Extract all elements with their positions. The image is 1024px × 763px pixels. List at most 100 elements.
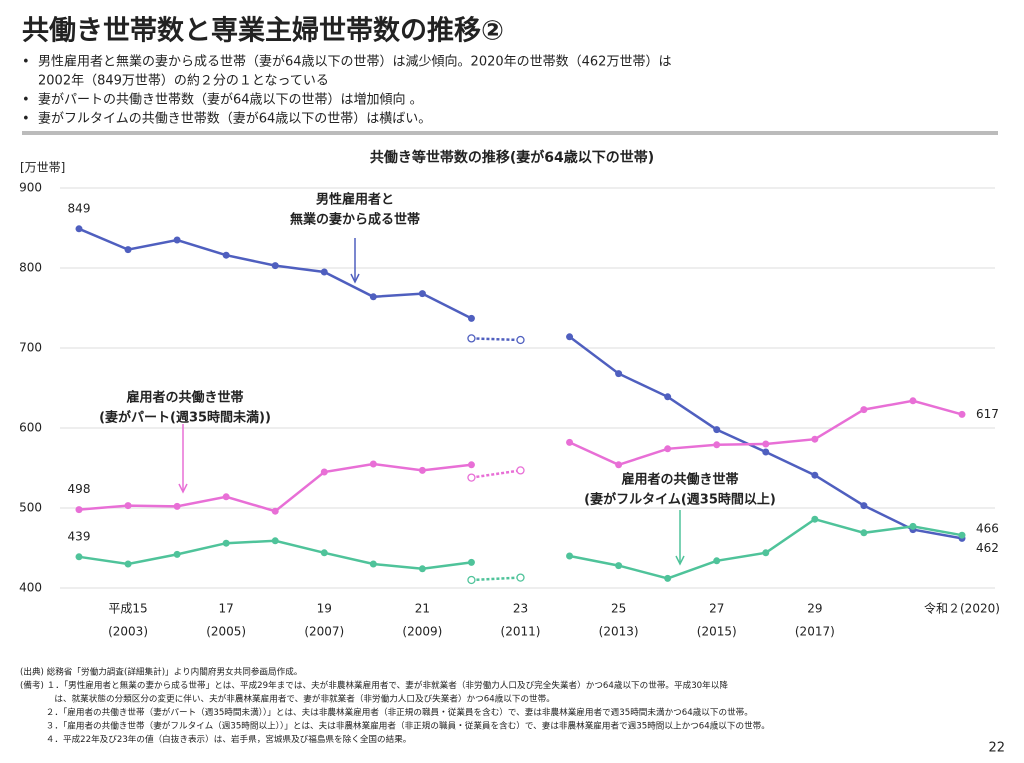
series-line — [471, 337, 521, 342]
point — [271, 262, 279, 270]
point — [566, 438, 574, 446]
series-line — [471, 469, 521, 479]
series-annotation: 男性雇用者と — [316, 192, 394, 208]
x-tick-year: (2017) — [795, 625, 835, 639]
point — [418, 290, 426, 298]
point — [369, 293, 377, 301]
y-tick-label: 500 — [19, 501, 42, 515]
note: ４．平成22年及び23年の値（白抜き表示）は、岩手県，宮城県及び福島県を除く全国… — [20, 733, 411, 745]
point — [860, 406, 868, 414]
bullet-dot: • — [22, 93, 30, 108]
series-annotation: 雇用者の共働き世帯 — [621, 472, 738, 488]
data-label: 498 — [68, 482, 91, 496]
series-annotation: 雇用者の共働き世帯 — [126, 390, 243, 406]
data-label: 849 — [68, 201, 91, 215]
x-tick-year: (2020) — [960, 602, 1000, 616]
x-tick-year: (2007) — [304, 625, 344, 639]
data-label: 466 — [976, 522, 999, 536]
point — [222, 251, 230, 259]
point — [713, 441, 721, 449]
x-tick-label: 19 — [317, 602, 332, 616]
x-tick-label: 23 — [513, 602, 528, 616]
page-number: 22 — [988, 741, 1005, 756]
point — [320, 549, 328, 557]
point — [615, 370, 623, 378]
point — [811, 435, 819, 443]
arrow-head — [350, 273, 360, 284]
point — [860, 502, 868, 510]
note: (出典) 総務省「労働力調査(詳細集計)」より内閣府男女共同参画局作成。 — [20, 666, 302, 678]
bullet-text: 妻がパートの共働き世帯数（妻が64歳以下の世帯）は増加傾向 。 — [38, 92, 423, 108]
slide-title: 共働き世帯数と専業主婦世帯数の推移② — [22, 15, 504, 47]
x-tick-label: 27 — [709, 602, 724, 616]
point — [320, 268, 328, 276]
point — [566, 333, 574, 341]
point — [75, 553, 83, 561]
point — [762, 448, 770, 456]
note: ３．「雇用者の共働き世帯（妻がフルタイム（週35時間以上））」とは、夫は非農林業… — [20, 720, 770, 732]
point — [958, 531, 966, 539]
data-label: 439 — [68, 529, 91, 543]
point — [713, 426, 721, 434]
y-tick-label: 600 — [19, 421, 42, 435]
point — [369, 560, 377, 568]
x-tick-label: 21 — [415, 602, 430, 616]
point — [664, 393, 672, 401]
bullet-dot: • — [22, 112, 30, 127]
point — [958, 410, 966, 418]
point — [173, 550, 181, 558]
point — [713, 557, 721, 565]
point — [173, 502, 181, 510]
y-tick-label: 400 — [19, 581, 42, 595]
point — [762, 549, 770, 557]
point — [369, 460, 377, 468]
series-annotation: (妻がフルタイム(週35時間以上) — [584, 492, 776, 508]
point — [467, 461, 475, 469]
x-tick-year: (2003) — [108, 625, 148, 639]
point — [75, 225, 83, 233]
y-axis-label: [万世帯] — [20, 161, 65, 175]
x-tick-label: 平成15 — [108, 602, 147, 616]
point — [418, 466, 426, 474]
y-tick-label: 700 — [19, 341, 42, 355]
data-label: 617 — [976, 407, 999, 421]
point — [467, 558, 475, 566]
point — [615, 461, 623, 469]
point — [811, 471, 819, 479]
bullet-dot: • — [22, 55, 30, 70]
x-tick-year: (2009) — [402, 625, 442, 639]
note: ２．「雇用者の共働き世帯（妻がパート（週35時間未満））」とは、夫は非農林業雇用… — [20, 706, 753, 718]
hollow-point — [516, 335, 525, 345]
point — [173, 236, 181, 244]
point — [860, 529, 868, 537]
point — [320, 468, 328, 476]
x-tick-label: 17 — [219, 602, 234, 616]
x-tick-label: 令和２ — [924, 601, 960, 616]
arrow-head — [178, 483, 188, 494]
point — [222, 539, 230, 547]
hollow-point — [516, 573, 525, 582]
hollow-point — [467, 575, 476, 585]
chart-title: 共働き等世帯数の推移(妻が64歳以下の世帯) — [370, 149, 654, 166]
arrow-head — [675, 555, 685, 566]
x-tick-year: (2015) — [697, 625, 737, 639]
series-line — [471, 576, 521, 582]
point — [271, 507, 279, 515]
point — [762, 440, 770, 448]
point — [664, 445, 672, 453]
x-tick-label: 29 — [807, 602, 822, 616]
point — [124, 560, 132, 568]
bullet-text: 妻がフルタイムの共働き世帯数（妻が64歳以下の世帯）は横ばい。 — [38, 112, 431, 127]
bullet-text: 2002年（849万世帯）の約２分の１となっている — [38, 74, 329, 89]
x-tick-year: (2011) — [501, 625, 541, 639]
point — [418, 565, 426, 573]
point — [566, 552, 574, 560]
x-tick-year: (2013) — [599, 625, 639, 639]
x-tick-year: (2005) — [206, 625, 246, 639]
bullet-text: 男性雇用者と無業の妻から成る世帯（妻が64歳以下の世帯）は減少傾向。2020年の… — [38, 54, 671, 70]
hollow-point — [516, 466, 525, 475]
point — [271, 537, 279, 545]
y-tick-label: 800 — [19, 261, 42, 275]
